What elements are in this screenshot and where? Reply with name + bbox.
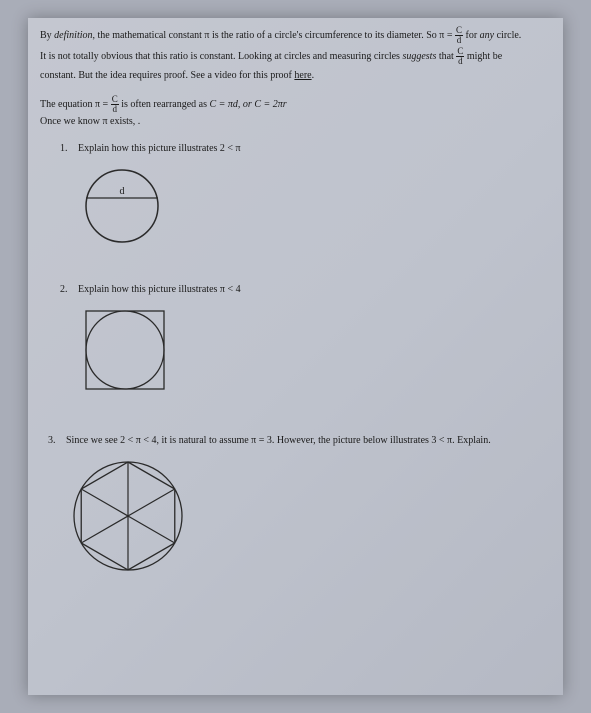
question-number: 3. <box>48 435 66 446</box>
any-word: any <box>480 30 494 41</box>
text: The equation <box>40 99 95 110</box>
text: , the mathematical constant <box>93 30 205 41</box>
worksheet-page: By definition, the mathematical constant… <box>28 18 563 695</box>
question-text: Since we see 2 < π < 4, it is natural to… <box>66 435 491 446</box>
denominator: d <box>111 105 119 114</box>
equation-section: The equation π = Cd is often rearranged … <box>40 95 551 129</box>
question-number: 2. <box>60 284 78 295</box>
circle-with-diameter-icon: d <box>80 164 170 244</box>
question-3: 3.Since we see 2 < π < 4, it is natural … <box>48 435 551 446</box>
intro-line-1: By definition, the mathematical constant… <box>40 26 551 45</box>
intro-paragraph: By definition, the mathematical constant… <box>40 26 551 83</box>
equation-line-2: Once we know π exists, . <box>40 114 551 129</box>
text: By <box>40 30 54 41</box>
question-text: Explain how this picture illustrates π <… <box>78 284 241 295</box>
figure-1-circle-diameter: d <box>80 164 551 244</box>
text: is often rearranged as <box>119 99 210 110</box>
text: It is not totally obvious that this rati… <box>40 51 402 62</box>
circle-in-square-icon <box>80 305 170 395</box>
hexagon-in-circle-icon <box>68 456 188 576</box>
question-2: 2.Explain how this picture illustrates π… <box>60 284 551 295</box>
fraction-c-d: Cd <box>111 95 119 114</box>
text: might be <box>464 51 502 62</box>
equation: π = <box>439 30 455 41</box>
text: circle. <box>494 30 521 41</box>
fraction-c-d: Cd <box>455 26 463 45</box>
question-number: 1. <box>60 143 78 154</box>
text: for <box>463 30 480 41</box>
text: constant. But the idea requires proof. S… <box>40 70 294 81</box>
definition-word: definition <box>54 30 92 41</box>
denominator: d <box>455 36 463 45</box>
diameter-label: d <box>120 186 125 197</box>
figure-3-hexagon-in-circle <box>68 456 551 576</box>
suggests-word: suggests <box>402 51 436 62</box>
intro-line-3: constant. But the idea requires proof. S… <box>40 68 551 83</box>
text: . <box>312 70 315 81</box>
equation-line-1: The equation π = Cd is often rearranged … <box>40 95 551 114</box>
here-link[interactable]: here <box>294 70 311 81</box>
intro-line-2: It is not totally obvious that this rati… <box>40 47 551 66</box>
text: is the ratio of a circle's circumference… <box>209 30 439 41</box>
figure-2-circle-in-square <box>80 305 551 395</box>
formula: C = πd, or C = 2πr <box>210 99 287 110</box>
equation: π = <box>95 99 111 110</box>
question-1: 1.Explain how this picture illustrates 2… <box>60 143 551 154</box>
question-text: Explain how this picture illustrates 2 <… <box>78 143 241 154</box>
text: that <box>436 51 456 62</box>
